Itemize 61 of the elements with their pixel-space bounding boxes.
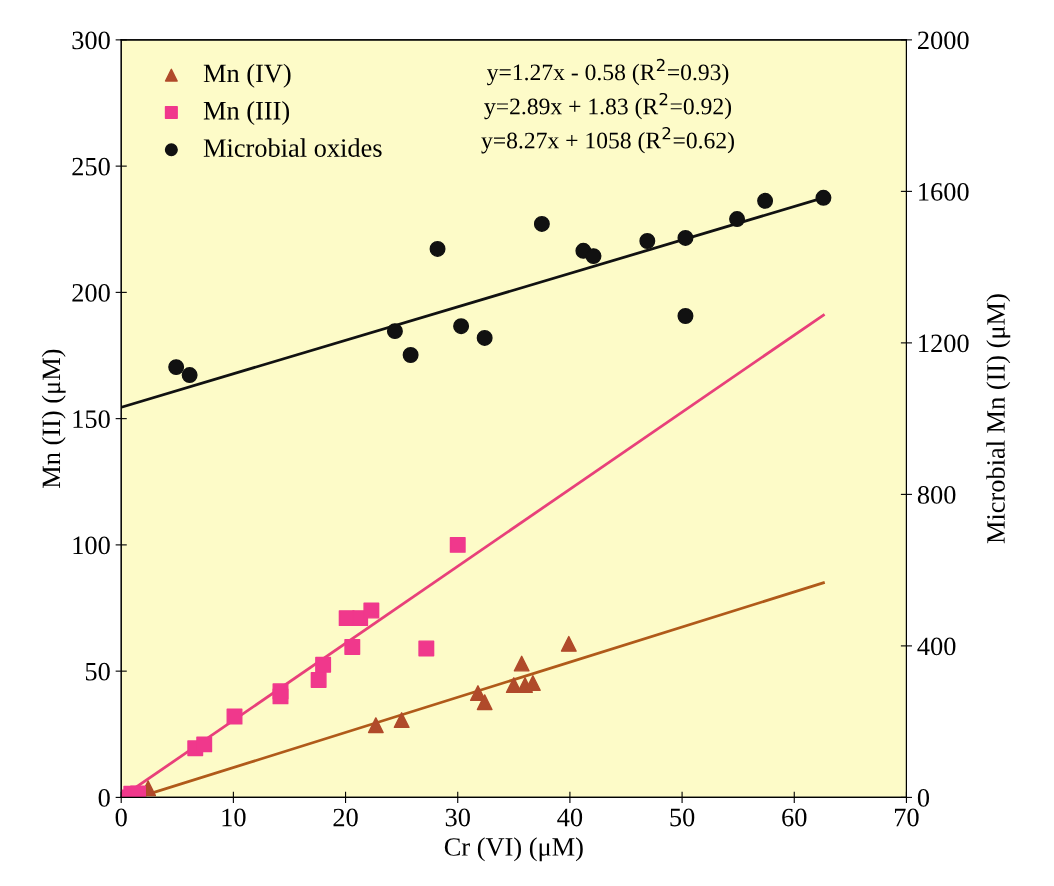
point xyxy=(367,717,384,734)
y-tick-label: 150 xyxy=(73,410,110,429)
point xyxy=(315,656,332,673)
point xyxy=(469,685,486,702)
x-axis-title: Cr (VI) (μM) xyxy=(444,837,583,862)
point xyxy=(386,323,403,340)
x-tick-label: 0 xyxy=(115,808,127,827)
point xyxy=(363,602,380,619)
annotation: y=8.27x + 1058 (R$^{2}$=0.62) xyxy=(481,126,734,154)
point xyxy=(393,712,410,729)
point xyxy=(453,318,470,335)
annotation: y=1.27x - 0.58 (R$^{2}$=0.93) xyxy=(486,58,729,86)
point xyxy=(130,785,147,798)
point xyxy=(677,308,694,324)
y2-tick-label: 0 xyxy=(917,789,930,807)
point xyxy=(513,655,530,672)
y2-tick-label: 1200 xyxy=(919,334,969,353)
y2-tick-label: 2000 xyxy=(918,31,969,50)
point xyxy=(310,672,327,688)
point xyxy=(677,229,694,246)
y2-tick-label: 400 xyxy=(917,637,956,656)
y-tick-label: 0 xyxy=(98,789,110,807)
point xyxy=(168,359,185,376)
point xyxy=(476,694,493,711)
point xyxy=(181,367,198,384)
point xyxy=(418,640,435,657)
point xyxy=(344,638,361,655)
point xyxy=(729,211,746,228)
x-tick-label: 20 xyxy=(333,808,358,827)
y-tick-label: 50 xyxy=(85,662,110,681)
y-tick-label: 300 xyxy=(72,31,110,50)
y2-tick-label: 800 xyxy=(917,486,956,504)
x-tick-label: 50 xyxy=(670,808,695,827)
y2-tick-label: 1600 xyxy=(919,182,969,201)
point xyxy=(585,248,602,265)
point xyxy=(533,215,550,232)
x-tick-label: 30 xyxy=(445,808,470,827)
point xyxy=(226,708,243,725)
legend-label: Mn (III) xyxy=(203,101,290,125)
point xyxy=(196,736,213,753)
y-axis-title: Mn (II) (μM) xyxy=(41,349,66,488)
point xyxy=(476,329,493,346)
legend-label: Mn (IV) xyxy=(203,63,291,88)
point xyxy=(757,192,774,209)
point xyxy=(560,635,577,652)
annotation: y=2.89x + 1.83 (R$^{2}$=0.92) xyxy=(484,92,732,120)
point xyxy=(402,347,419,363)
point xyxy=(429,240,446,257)
x-tick-label: 40 xyxy=(557,808,583,827)
y-tick-label: 100 xyxy=(73,536,110,555)
point xyxy=(639,233,656,249)
y-tick-label: 200 xyxy=(72,283,110,302)
y-tick-label: 250 xyxy=(72,157,110,176)
x-tick-label: 60 xyxy=(782,808,807,827)
y2-axis-title: Microbial Mn (II) (μM) xyxy=(986,294,1011,544)
point xyxy=(272,688,289,705)
point xyxy=(449,536,466,553)
x-tick-label: 70 xyxy=(894,808,919,827)
x-tick-label: 10 xyxy=(222,808,246,827)
legend-label: Microbial oxides xyxy=(203,138,382,157)
point xyxy=(815,189,832,206)
